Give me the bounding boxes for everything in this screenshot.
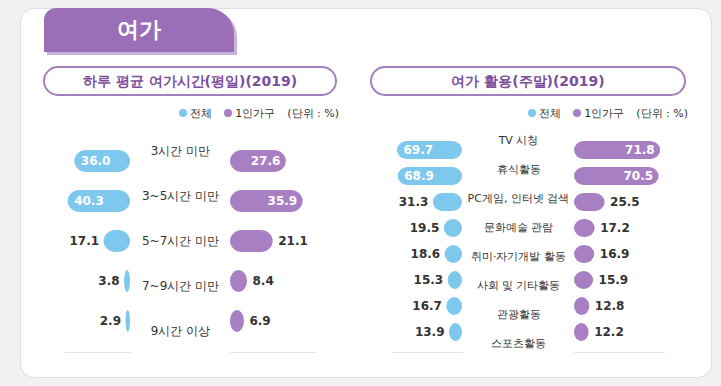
svg-text:3시간 미만: 3시간 미만 — [151, 144, 210, 158]
svg-text:PC게임, 인터넷 검색: PC게임, 인터넷 검색 — [468, 192, 570, 205]
svg-text:3.8: 3.8 — [98, 274, 119, 288]
svg-text:15.3: 15.3 — [414, 273, 444, 287]
svg-text:8.4: 8.4 — [253, 274, 274, 288]
svg-text:12.8: 12.8 — [595, 299, 625, 313]
svg-text:40.3: 40.3 — [74, 194, 104, 208]
svg-text:TV 시청: TV 시청 — [498, 134, 539, 147]
svg-text:15.9: 15.9 — [599, 273, 629, 287]
svg-text:18.6: 18.6 — [411, 247, 441, 261]
svg-text:문화예술 관람: 문화예술 관람 — [484, 221, 554, 234]
html-text:1인가구: 1인가구 — [235, 106, 276, 120]
svg-text:16.9: 16.9 — [600, 247, 630, 261]
html-text:(단위 : %): (단위 : %) — [636, 106, 688, 120]
svg-text:관광활동: 관광활동 — [497, 308, 541, 321]
html-text:하루 평균 여가시간(평일)(2019): 하루 평균 여가시간(평일)(2019) — [82, 73, 298, 89]
svg-text:36.0: 36.0 — [81, 154, 111, 168]
svg-text:6.9: 6.9 — [249, 314, 270, 328]
svg-text:사회 및 기타활동: 사회 및 기타활동 — [477, 279, 561, 292]
svg-text:취미·자기개발 활동: 취미·자기개발 활동 — [471, 250, 566, 263]
svg-text:68.9: 68.9 — [404, 169, 434, 183]
svg-text:17.1: 17.1 — [69, 234, 99, 248]
svg-text:3~5시간 미만: 3~5시간 미만 — [142, 189, 219, 203]
svg-text:5~7시간 미만: 5~7시간 미만 — [142, 234, 219, 248]
svg-text:7~9시간 미만: 7~9시간 미만 — [142, 279, 219, 293]
svg-text:12.2: 12.2 — [594, 325, 624, 339]
svg-text:19.5: 19.5 — [410, 221, 440, 235]
html-text:전체: 전체 — [190, 106, 213, 120]
svg-text:35.9: 35.9 — [268, 194, 298, 208]
svg-text:9시간 이상: 9시간 이상 — [151, 324, 210, 338]
svg-text:휴식활동: 휴식활동 — [497, 163, 541, 176]
html-text:여가: 여가 — [117, 17, 161, 42]
svg-text:69.7: 69.7 — [403, 143, 433, 157]
svg-text:21.1: 21.1 — [278, 234, 308, 248]
svg-text:25.5: 25.5 — [610, 195, 640, 209]
svg-text:2.9: 2.9 — [100, 314, 121, 328]
svg-text:17.2: 17.2 — [600, 221, 630, 235]
svg-text:70.5: 70.5 — [623, 169, 653, 183]
html-text:1인가구: 1인가구 — [584, 106, 625, 120]
html-text:(단위 : %): (단위 : %) — [287, 106, 339, 120]
html-text:여가 활용(주말)(2019): 여가 활용(주말)(2019) — [451, 73, 605, 89]
svg-text:스포츠활동: 스포츠활동 — [491, 337, 546, 350]
svg-text:16.7: 16.7 — [412, 299, 442, 313]
svg-text:31.3: 31.3 — [399, 195, 429, 209]
svg-text:27.6: 27.6 — [251, 154, 281, 168]
svg-text:71.8: 71.8 — [625, 143, 655, 157]
html-text:전체: 전체 — [539, 106, 562, 120]
svg-text:13.9: 13.9 — [415, 325, 445, 339]
